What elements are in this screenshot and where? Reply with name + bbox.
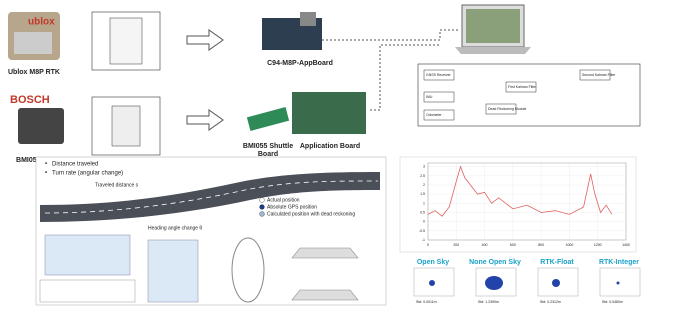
result-cloud bbox=[485, 276, 503, 290]
legend-dot bbox=[259, 211, 265, 217]
block-label: IMU bbox=[426, 95, 433, 99]
gnss-module-label: Ublox M8P RTK bbox=[8, 69, 60, 76]
block bbox=[423, 69, 455, 81]
distance-label: Traveled distance s bbox=[95, 182, 139, 188]
chart-frame bbox=[399, 156, 637, 253]
can-diagram bbox=[44, 234, 131, 276]
y-tick-label: 0 bbox=[423, 220, 425, 224]
result-std: Std: 0.2312m bbox=[540, 300, 561, 304]
legend-dot bbox=[259, 204, 265, 210]
y-tick-label: 1.5 bbox=[420, 192, 425, 196]
legend-text: Absolute GPS position bbox=[267, 204, 317, 210]
pinout-body bbox=[111, 105, 141, 147]
antenna bbox=[300, 12, 316, 26]
result-std: Std: 0.0480m bbox=[602, 300, 623, 304]
x-tick-label: 400 bbox=[482, 243, 488, 247]
block bbox=[485, 103, 517, 115]
car-side bbox=[291, 247, 359, 301]
legend-dot bbox=[259, 197, 265, 203]
y-tick-label: 1 bbox=[423, 201, 425, 205]
x-tick-label: 800 bbox=[538, 243, 544, 247]
application-board bbox=[292, 92, 366, 134]
pinout-body bbox=[109, 17, 143, 65]
bullet: • bbox=[45, 162, 47, 168]
ublox-logo: ublox bbox=[28, 17, 55, 28]
block bbox=[423, 91, 455, 103]
bosch-logo: BOSCH bbox=[10, 94, 50, 106]
x-tick-label: 0 bbox=[427, 243, 429, 247]
result-title: RTK-Float bbox=[540, 259, 574, 266]
chip-shield bbox=[14, 32, 52, 54]
result-plot bbox=[599, 267, 641, 297]
block bbox=[579, 69, 611, 81]
y-tick-label: 3 bbox=[423, 165, 425, 169]
result-cloud bbox=[552, 279, 560, 287]
app-board-label: Application Board bbox=[300, 143, 360, 150]
x-tick-label: 1200 bbox=[594, 243, 602, 247]
shuttle-board bbox=[246, 107, 290, 131]
y-tick-label: -1 bbox=[422, 238, 425, 242]
line bbox=[427, 165, 613, 217]
arrow bbox=[186, 109, 224, 131]
laptop-map bbox=[466, 9, 520, 43]
vehicle-diagram bbox=[39, 279, 136, 303]
block-label: First Kalman Filter bbox=[508, 85, 537, 89]
heading-label: Heading angle change θ bbox=[148, 225, 202, 231]
block-label: Second Kalman Filter bbox=[582, 73, 616, 77]
block bbox=[505, 81, 537, 93]
result-title: Open Sky bbox=[417, 259, 449, 266]
block-label: Dead Reckoning Module bbox=[488, 107, 526, 111]
bullet-text: Distance traveled bbox=[52, 162, 98, 168]
y-tick-label: 0.5 bbox=[420, 210, 425, 214]
x-tick-label: 1000 bbox=[566, 243, 574, 247]
result-title: RTK-Integer bbox=[599, 259, 639, 266]
x-tick-label: 200 bbox=[453, 243, 459, 247]
result-cloud bbox=[429, 280, 435, 286]
bmi-chip bbox=[18, 108, 64, 144]
link bbox=[322, 29, 458, 41]
y-tick-label: 2 bbox=[423, 183, 425, 187]
y-tick-label: -0.5 bbox=[419, 229, 425, 233]
result-std: Std: 1.2390m bbox=[478, 300, 499, 304]
legend-text: Actual position bbox=[267, 197, 300, 203]
laptop-base bbox=[455, 47, 531, 54]
y-tick-label: 2.5 bbox=[420, 174, 425, 178]
gnss-board-label: C94-M8P-AppBoard bbox=[267, 60, 333, 67]
x-tick-label: 1400 bbox=[622, 243, 630, 247]
plot-area bbox=[427, 162, 627, 241]
block-label: GNSS Receiver bbox=[426, 73, 452, 77]
link bbox=[370, 44, 440, 111]
result-std: Std: 0.0011m bbox=[416, 300, 437, 304]
arrow bbox=[186, 29, 224, 51]
x-tick-label: 600 bbox=[510, 243, 516, 247]
block bbox=[423, 109, 455, 121]
bullet: • bbox=[45, 171, 47, 177]
bullet-text: Turn rate (angular change) bbox=[52, 171, 123, 177]
shuttle-label: Board bbox=[258, 151, 278, 158]
result-title: None Open Sky bbox=[469, 259, 521, 266]
result-cloud bbox=[616, 281, 620, 285]
flow-diagram bbox=[147, 239, 199, 303]
block-label: Odometer bbox=[426, 113, 442, 117]
car-top bbox=[231, 237, 265, 303]
legend-text: Calculated position with dead reckoning bbox=[267, 211, 355, 217]
shuttle-label: BMI055 Shuttle bbox=[243, 143, 293, 150]
